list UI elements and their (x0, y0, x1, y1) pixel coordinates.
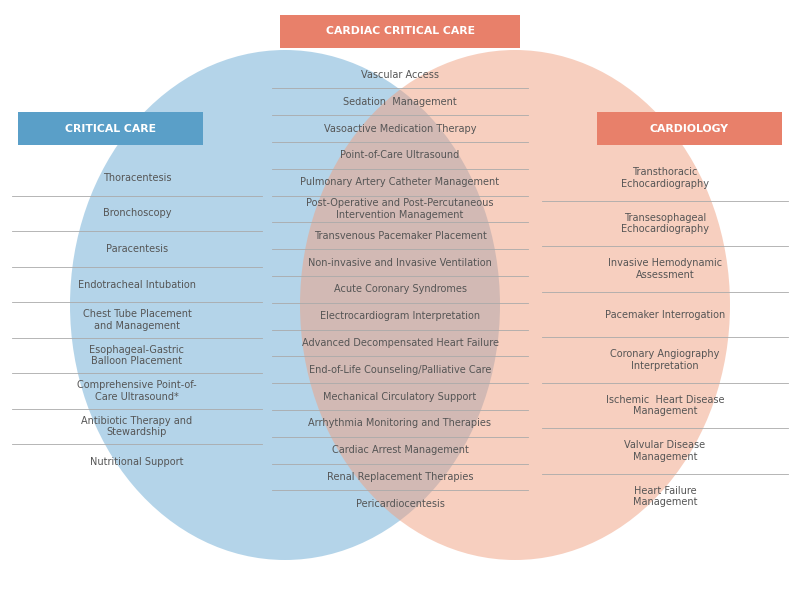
Text: Heart Failure
Management: Heart Failure Management (633, 486, 698, 507)
Text: Renal Replacement Therapies: Renal Replacement Therapies (326, 472, 474, 482)
Text: Advanced Decompensated Heart Failure: Advanced Decompensated Heart Failure (302, 338, 498, 348)
Text: Pericardiocentesis: Pericardiocentesis (355, 499, 445, 509)
Text: Acute Coronary Syndromes: Acute Coronary Syndromes (334, 284, 466, 294)
Text: Endotracheal Intubation: Endotracheal Intubation (78, 280, 196, 290)
Text: Sedation  Management: Sedation Management (343, 97, 457, 107)
Text: Paracentesis: Paracentesis (106, 244, 168, 254)
Text: Non-invasive and Invasive Ventilation: Non-invasive and Invasive Ventilation (308, 258, 492, 268)
Text: CARDIOLOGY: CARDIOLOGY (650, 123, 729, 133)
Text: Transvenous Pacemaker Placement: Transvenous Pacemaker Placement (314, 231, 486, 241)
Ellipse shape (300, 50, 730, 560)
Text: Coronary Angiography
Interpretation: Coronary Angiography Interpretation (610, 349, 720, 371)
Text: Invasive Hemodynamic
Assessment: Invasive Hemodynamic Assessment (608, 258, 722, 280)
Text: CRITICAL CARE: CRITICAL CARE (65, 123, 156, 133)
Text: Arrhythmia Monitoring and Therapies: Arrhythmia Monitoring and Therapies (309, 418, 491, 428)
Text: Electrocardiogram Interpretation: Electrocardiogram Interpretation (320, 311, 480, 321)
Text: Point-of-Care Ultrasound: Point-of-Care Ultrasound (340, 150, 460, 160)
Text: Valvular Disease
Management: Valvular Disease Management (625, 440, 706, 462)
Text: Comprehensive Point-of-
Care Ultrasound*: Comprehensive Point-of- Care Ultrasound* (77, 380, 197, 402)
Text: Vascular Access: Vascular Access (361, 70, 439, 80)
Text: Thoracentesis: Thoracentesis (102, 173, 171, 183)
Text: End-of-Life Counseling/Palliative Care: End-of-Life Counseling/Palliative Care (309, 365, 491, 375)
Text: Nutritional Support: Nutritional Support (90, 457, 184, 467)
FancyBboxPatch shape (18, 112, 203, 145)
Text: Cardiac Arrest Management: Cardiac Arrest Management (331, 445, 469, 455)
Text: Pacemaker Interrogation: Pacemaker Interrogation (605, 310, 725, 320)
FancyBboxPatch shape (280, 15, 520, 48)
Text: Chest Tube Placement
and Management: Chest Tube Placement and Management (82, 309, 191, 331)
Text: Post-Operative and Post-Percutaneous
Intervention Management: Post-Operative and Post-Percutaneous Int… (306, 198, 494, 220)
Text: Transesophageal
Echocardiography: Transesophageal Echocardiography (621, 213, 709, 234)
Text: CARDIAC CRITICAL CARE: CARDIAC CRITICAL CARE (326, 27, 474, 37)
FancyBboxPatch shape (597, 112, 782, 145)
Text: Bronchoscopy: Bronchoscopy (102, 208, 171, 218)
Text: Vasoactive Medication Therapy: Vasoactive Medication Therapy (324, 123, 476, 133)
Text: Mechanical Circulatory Support: Mechanical Circulatory Support (323, 392, 477, 402)
Ellipse shape (70, 50, 500, 560)
Text: Pulmonary Artery Catheter Management: Pulmonary Artery Catheter Management (301, 177, 499, 187)
Text: Transthoracic
Echocardiography: Transthoracic Echocardiography (621, 167, 709, 189)
Text: Ischemic  Heart Disease
Management: Ischemic Heart Disease Management (606, 395, 724, 417)
Text: Antibiotic Therapy and
Stewardship: Antibiotic Therapy and Stewardship (82, 416, 193, 437)
Text: Esophageal-Gastric
Balloon Placement: Esophageal-Gastric Balloon Placement (90, 345, 185, 366)
